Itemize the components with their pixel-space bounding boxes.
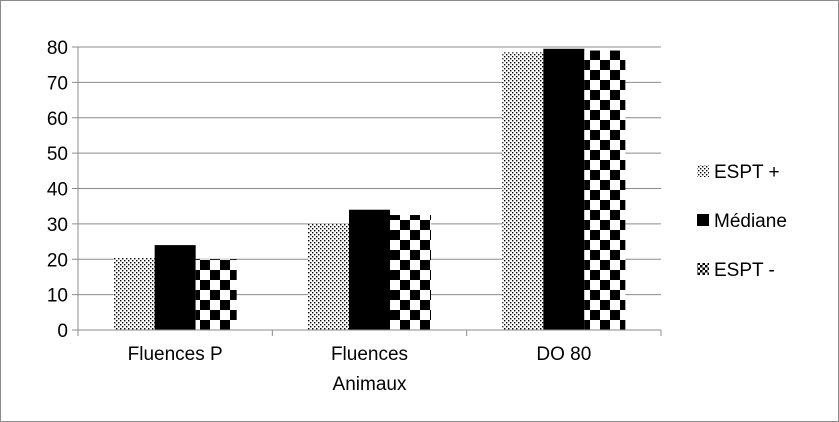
bar-espt--1 <box>390 215 431 330</box>
bar-espt--0 <box>195 259 237 330</box>
y-tick-label: 10 <box>47 286 68 307</box>
axes <box>72 46 662 336</box>
y-tick-label: 20 <box>47 250 68 271</box>
x-tick-label: DO 80 <box>536 344 591 365</box>
x-tick-label-line: DO 80 <box>536 344 591 365</box>
y-tick-label: 50 <box>47 144 68 165</box>
legend-label: ESPT + <box>714 162 780 183</box>
legend-label: ESPT - <box>714 260 775 281</box>
bar-espt--2 <box>502 52 544 331</box>
bar-espt--2 <box>584 50 626 330</box>
legend-swatch <box>697 214 709 226</box>
x-tick-label-line: Animaux <box>333 374 407 395</box>
bar-espt--0 <box>113 257 155 330</box>
y-tick-labels: 0 10 20 30 40 50 60 70 80 <box>47 38 68 342</box>
x-tick-label: Fluences P <box>128 344 223 365</box>
y-tick-label: 70 <box>47 73 68 94</box>
y-tick-label: 40 <box>47 180 68 201</box>
x-tick-label-line: Fluences <box>331 344 408 365</box>
y-tick-label: 80 <box>47 38 68 59</box>
legend-swatch <box>697 165 709 177</box>
y-tick-label: 60 <box>47 109 68 130</box>
bar-m-diane-0 <box>154 245 196 330</box>
x-tick-labels: Fluences P Fluences Animaux DO 80 <box>128 344 592 395</box>
x-tick-label-line: Fluences P <box>128 344 223 365</box>
x-tick-label: Fluences Animaux <box>331 344 408 395</box>
y-tick-label: 0 <box>57 321 68 342</box>
bar-espt--1 <box>308 223 349 330</box>
legend-label: Médiane <box>714 211 787 232</box>
y-tick-label: 30 <box>47 215 68 236</box>
bars <box>113 48 626 331</box>
bar-m-diane-2 <box>543 48 585 331</box>
legend-swatch <box>697 263 709 275</box>
legend: ESPT + Médiane ESPT - <box>697 162 787 281</box>
bar-m-diane-1 <box>349 209 390 330</box>
